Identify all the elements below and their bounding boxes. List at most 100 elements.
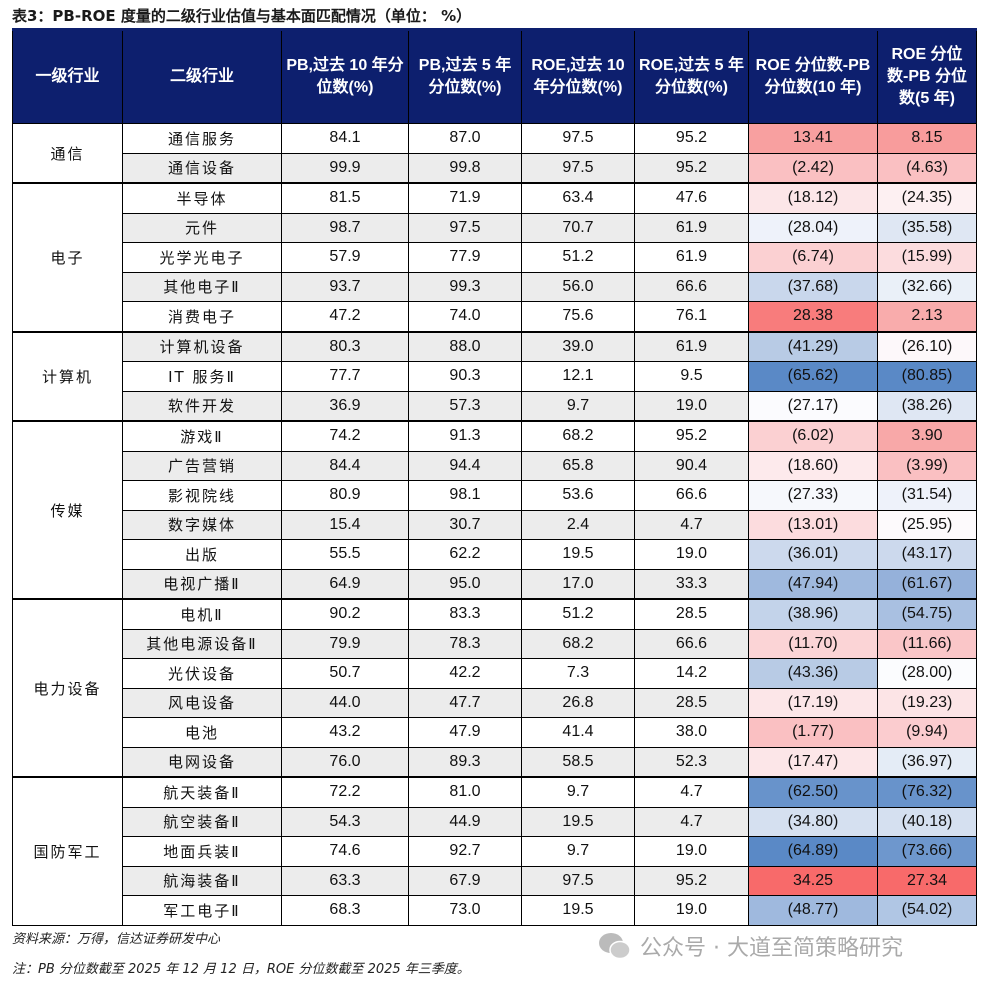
pb-10y-cell: 57.9 bbox=[281, 242, 409, 273]
level2-industry: 风电设备 bbox=[122, 687, 282, 718]
header-diff-5y: ROE 分位数-PB 分位数(5 年) bbox=[877, 28, 977, 124]
diff-10y-cell: (17.19) bbox=[748, 687, 878, 718]
roe-5y-cell: 4.7 bbox=[634, 776, 749, 808]
level2-industry: 航天装备Ⅱ bbox=[122, 776, 282, 808]
level2-industry: 通信设备 bbox=[122, 152, 282, 184]
level2-industry: 光伏设备 bbox=[122, 658, 282, 689]
roe-10y-cell: 68.2 bbox=[521, 628, 635, 659]
roe-5y-cell: 95.2 bbox=[634, 420, 749, 452]
pb-10y-cell: 15.4 bbox=[281, 509, 409, 540]
pb-5y-cell: 74.0 bbox=[408, 301, 522, 332]
diff-5y-cell: (76.32) bbox=[877, 776, 977, 808]
diff-5y-cell: (38.26) bbox=[877, 390, 977, 422]
table-row: 出版 55.5 62.2 19.5 19.0 (36.01) (43.17) bbox=[13, 539, 977, 570]
roe-10y-cell: 70.7 bbox=[521, 212, 635, 243]
pb-5y-cell: 83.3 bbox=[408, 598, 522, 630]
roe-5y-cell: 19.0 bbox=[634, 539, 749, 570]
level2-industry: 广告营销 bbox=[122, 450, 282, 481]
pb-5y-cell: 77.9 bbox=[408, 242, 522, 273]
pb-10y-cell: 80.3 bbox=[281, 330, 409, 362]
table-row: 软件开发 36.9 57.3 9.7 19.0 (27.17) (38.26) bbox=[13, 390, 977, 422]
pb-5y-cell: 30.7 bbox=[408, 509, 522, 540]
roe-10y-cell: 2.4 bbox=[521, 509, 635, 540]
diff-5y-cell: 27.34 bbox=[877, 865, 977, 896]
diff-10y-cell: (1.77) bbox=[748, 717, 878, 748]
roe-10y-cell: 53.6 bbox=[521, 480, 635, 511]
roe-10y-cell: 97.5 bbox=[521, 123, 635, 154]
diff-10y-cell: 28.38 bbox=[748, 301, 878, 332]
pb-10y-cell: 84.4 bbox=[281, 450, 409, 481]
roe-10y-cell: 9.7 bbox=[521, 390, 635, 422]
diff-5y-cell: (3.99) bbox=[877, 450, 977, 481]
roe-10y-cell: 41.4 bbox=[521, 717, 635, 748]
pb-10y-cell: 74.6 bbox=[281, 836, 409, 867]
roe-10y-cell: 9.7 bbox=[521, 776, 635, 808]
watermark: 公众号 · 大道至简策略研究 bbox=[598, 930, 903, 962]
level2-industry: 电网设备 bbox=[122, 746, 282, 778]
table-row: 数字媒体 15.4 30.7 2.4 4.7 (13.01) (25.95) bbox=[13, 509, 977, 540]
diff-5y-cell: (32.66) bbox=[877, 271, 977, 302]
roe-10y-cell: 19.5 bbox=[521, 895, 635, 926]
level1-industry: 国防军工 bbox=[12, 776, 123, 926]
diff-10y-cell: (37.68) bbox=[748, 271, 878, 302]
roe-5y-cell: 38.0 bbox=[634, 717, 749, 748]
pb-10y-cell: 47.2 bbox=[281, 301, 409, 332]
diff-10y-cell: (2.42) bbox=[748, 152, 878, 184]
pb-10y-cell: 98.7 bbox=[281, 212, 409, 243]
level2-industry: 其他电子Ⅱ bbox=[122, 271, 282, 302]
pb-5y-cell: 78.3 bbox=[408, 628, 522, 659]
level2-industry: 电视广播Ⅱ bbox=[122, 568, 282, 600]
roe-10y-cell: 39.0 bbox=[521, 330, 635, 362]
header-level2: 二级行业 bbox=[122, 28, 282, 124]
pb-5y-cell: 89.3 bbox=[408, 746, 522, 778]
level1-industry: 电力设备 bbox=[12, 598, 123, 778]
diff-10y-cell: (34.80) bbox=[748, 806, 878, 837]
level1-industry: 电子 bbox=[12, 182, 123, 332]
diff-5y-cell: 2.13 bbox=[877, 301, 977, 332]
roe-10y-cell: 51.2 bbox=[521, 598, 635, 630]
pb-5y-cell: 73.0 bbox=[408, 895, 522, 926]
table-row: 电子 半导体 81.5 71.9 63.4 47.6 (18.12) (24.35) bbox=[12, 182, 977, 332]
pb-10y-cell: 80.9 bbox=[281, 480, 409, 511]
level1-industry: 传媒 bbox=[12, 420, 123, 600]
diff-10y-cell: (47.94) bbox=[748, 568, 878, 600]
level2-industry: 出版 bbox=[122, 539, 282, 570]
pb-5y-cell: 47.9 bbox=[408, 717, 522, 748]
diff-5y-cell: (28.00) bbox=[877, 658, 977, 689]
table-row: 消费电子 47.2 74.0 75.6 76.1 28.38 2.13 bbox=[13, 301, 977, 332]
roe-5y-cell: 19.0 bbox=[634, 895, 749, 926]
roe-5y-cell: 66.6 bbox=[634, 480, 749, 511]
roe-10y-cell: 68.2 bbox=[521, 420, 635, 452]
pb-10y-cell: 64.9 bbox=[281, 568, 409, 600]
diff-5y-cell: (61.67) bbox=[877, 568, 977, 600]
pb-10y-cell: 54.3 bbox=[281, 806, 409, 837]
diff-10y-cell: (28.04) bbox=[748, 212, 878, 243]
diff-10y-cell: 13.41 bbox=[748, 123, 878, 154]
table-row: 光学光电子 57.9 77.9 51.2 61.9 (6.74) (15.99) bbox=[13, 242, 977, 273]
roe-10y-cell: 63.4 bbox=[521, 182, 635, 214]
pb-10y-cell: 90.2 bbox=[281, 598, 409, 630]
table-row: IT 服务Ⅱ 77.7 90.3 12.1 9.5 (65.62) (80.85) bbox=[13, 361, 977, 392]
level1-industry: 通信 bbox=[12, 123, 123, 184]
diff-10y-cell: (41.29) bbox=[748, 330, 878, 362]
roe-5y-cell: 95.2 bbox=[634, 123, 749, 154]
pb-5y-cell: 97.5 bbox=[408, 212, 522, 243]
roe-5y-cell: 33.3 bbox=[634, 568, 749, 600]
diff-5y-cell: (31.54) bbox=[877, 480, 977, 511]
roe-10y-cell: 19.5 bbox=[521, 806, 635, 837]
level2-industry: 航空装备Ⅱ bbox=[122, 806, 282, 837]
diff-5y-cell: (80.85) bbox=[877, 361, 977, 392]
diff-10y-cell: (18.60) bbox=[748, 450, 878, 481]
table-row: 广告营销 84.4 94.4 65.8 90.4 (18.60) (3.99) bbox=[13, 450, 977, 481]
pb-10y-cell: 43.2 bbox=[281, 717, 409, 748]
table-row: 电视广播Ⅱ 64.9 95.0 17.0 33.3 (47.94) (61.67) bbox=[13, 568, 977, 600]
diff-5y-cell: 8.15 bbox=[877, 123, 977, 154]
roe-5y-cell: 76.1 bbox=[634, 301, 749, 332]
table-row: 电网设备 76.0 89.3 58.5 52.3 (17.47) (36.97) bbox=[13, 746, 977, 778]
level2-industry: 其他电源设备Ⅱ bbox=[122, 628, 282, 659]
header-roe-10y: ROE,过去 10 年分位数(%) bbox=[521, 28, 635, 124]
table-row: 地面兵装Ⅱ 74.6 92.7 9.7 19.0 (64.89) (73.66) bbox=[13, 836, 977, 867]
table-row: 计算机 计算机设备 80.3 88.0 39.0 61.9 (41.29) (26.10) bbox=[12, 330, 977, 422]
level2-industry: 游戏Ⅱ bbox=[122, 420, 282, 452]
pb-10y-cell: 68.3 bbox=[281, 895, 409, 926]
